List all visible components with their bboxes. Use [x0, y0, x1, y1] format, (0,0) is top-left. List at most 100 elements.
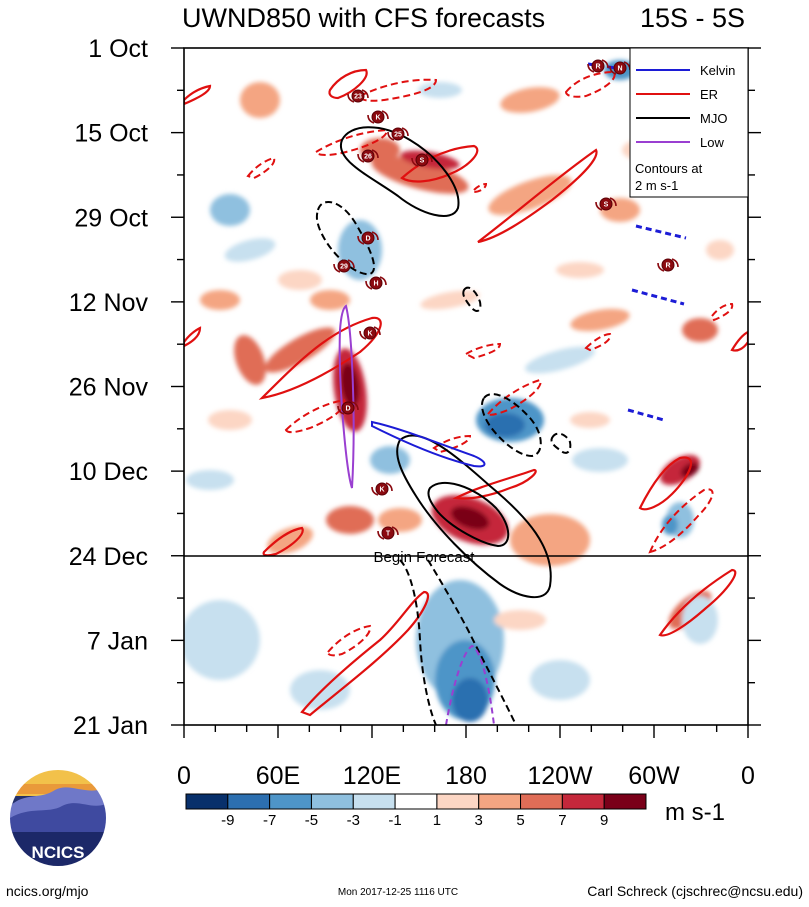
anomaly-blob — [371, 156, 469, 194]
legend-label: ER — [700, 87, 718, 102]
x-tick-label: 120E — [343, 762, 401, 790]
storm-marker-label: D — [345, 406, 350, 413]
er-solid-contour — [477, 148, 598, 244]
anomaly-blob — [662, 515, 678, 535]
er-solid-contour — [184, 326, 202, 348]
y-tick-label: 12 Nov — [69, 289, 149, 317]
storm-marker: H — [365, 276, 387, 290]
colorbar-bin — [436, 793, 480, 810]
x-tick-label: 60E — [256, 762, 300, 790]
anomaly-blob — [240, 82, 280, 118]
anomaly-blob — [572, 448, 628, 472]
colorbar-tick-label: 3 — [475, 812, 483, 829]
storm-marker: 26 — [357, 149, 379, 163]
mjo-dashed-contour — [462, 286, 482, 312]
storm-marker-label: R — [665, 263, 670, 270]
colorbar-bin — [478, 793, 522, 810]
kelvin-contours — [371, 420, 486, 468]
x-tick-label: 0 — [177, 762, 191, 790]
storm-markers: R N 23 K 25 26 S D 29 H K S R D K T — [333, 59, 679, 540]
colorbar-tick-label: 7 — [558, 812, 566, 829]
anomaly-field — [184, 60, 734, 722]
mjo-solid-contour — [396, 434, 552, 599]
storm-marker: R — [657, 258, 679, 272]
axis-ticks — [171, 47, 761, 738]
logo-text: NCICS — [32, 843, 85, 862]
storm-marker-label: K — [375, 115, 380, 122]
storm-marker-label: 25 — [394, 132, 402, 139]
footer-url: ncics.org/mjo — [6, 883, 89, 899]
er-dashed-contour — [326, 624, 372, 657]
er-solid-contour — [258, 316, 382, 400]
storm-marker-label: S — [420, 158, 425, 165]
colorbar-bin — [269, 793, 312, 810]
colorbar-bin — [394, 793, 438, 810]
anomaly-blob — [450, 506, 490, 530]
storm-marker: D — [357, 231, 379, 245]
ncics-logo: NCICS — [10, 770, 106, 866]
footer-timestamp: Mon 2017-12-25 1116 UTC — [338, 887, 458, 898]
kelvin-dashed-contour — [635, 224, 687, 240]
storm-marker: 23 — [347, 89, 369, 103]
colorbar-bin — [185, 793, 229, 810]
low-dashed-contours — [445, 644, 495, 725]
storm-marker: N — [609, 61, 631, 75]
y-axis-labels: 1 Oct 15 Oct 29 Oct 12 Nov 26 Nov 10 Dec 24 De… — [69, 35, 149, 740]
anomaly-blob — [234, 335, 266, 385]
er-dashed-contour — [486, 378, 542, 416]
anomaly-blob — [278, 270, 322, 290]
anomaly-blob — [510, 514, 590, 566]
anomaly-blob — [208, 410, 252, 430]
er-solid-contour — [638, 456, 692, 511]
legend-label: Kelvin — [700, 63, 735, 78]
colorbar-tick-label: -3 — [347, 812, 360, 829]
legend: Kelvin ER MJO Low Contours at 2 m s-1 — [629, 47, 749, 198]
low-dashed-contour — [445, 644, 495, 725]
mjo-dashed-contour — [550, 432, 572, 454]
legend-label: MJO — [700, 111, 727, 126]
anomaly-blob — [452, 678, 488, 722]
colorbar-tick-label: 9 — [600, 812, 608, 829]
mjo-dashed-contours — [315, 200, 572, 725]
er-solid-contour — [730, 330, 748, 352]
low-contour — [338, 304, 355, 489]
er-solid-contour — [328, 68, 368, 100]
er-dashed-contours — [246, 70, 734, 657]
colorbar-tick-label: -7 — [263, 812, 276, 829]
forecast-label: Begin Forecast — [374, 549, 476, 566]
storm-marker: 25 — [387, 127, 409, 141]
kelvin-dashed-contour — [631, 288, 685, 306]
er-solid-contour — [400, 144, 479, 183]
colorbar-bin — [227, 793, 271, 810]
y-tick-label: 29 Oct — [74, 204, 148, 232]
storm-marker-label: 26 — [364, 154, 372, 161]
anomaly-blob — [706, 240, 734, 260]
chart-title: UWND850 with CFS forecasts — [182, 3, 545, 33]
storm-marker-label: R — [595, 64, 600, 71]
anomaly-blob — [370, 446, 410, 474]
er-dashed-contour — [648, 488, 714, 554]
storm-marker-label: K — [379, 487, 384, 494]
storm-marker: K — [371, 482, 393, 496]
er-dashed-contour — [710, 302, 734, 322]
colorbar-bin — [310, 793, 354, 810]
storm-marker: 29 — [333, 259, 355, 273]
y-tick-label: 1 Oct — [88, 35, 148, 63]
colorbar-tick-label: 1 — [433, 812, 441, 829]
storm-marker: D — [337, 401, 359, 415]
er-dashed-contour — [284, 398, 346, 434]
anomaly-blob — [570, 412, 610, 428]
storm-marker: K — [367, 110, 389, 124]
x-axis-labels: 0 60E 120E 180 120W 60W 0 — [177, 762, 755, 790]
mjo-solid-contour — [339, 126, 460, 217]
er-solid-contour — [184, 84, 212, 106]
legend-note-line2: 2 m s-1 — [635, 178, 678, 193]
anomaly-blob — [400, 150, 460, 170]
legend-label: Low — [700, 135, 724, 150]
y-tick-label: 26 Nov — [69, 374, 149, 402]
anomaly-blob — [420, 290, 480, 310]
legend-items: Kelvin ER MJO Low — [636, 63, 735, 150]
storm-marker-label: H — [373, 281, 378, 288]
er-dashed-contour — [564, 70, 616, 98]
